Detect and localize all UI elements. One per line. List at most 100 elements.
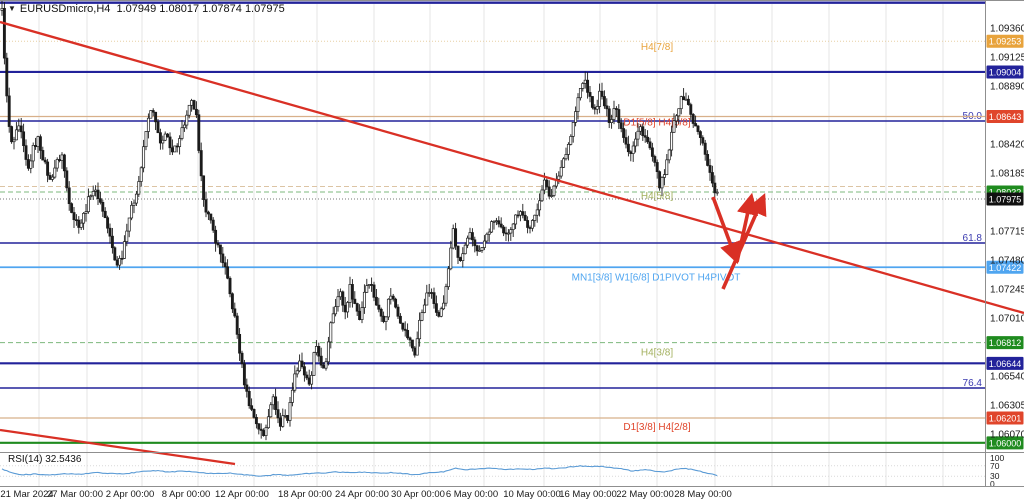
candle-body <box>338 291 342 298</box>
candle-body <box>70 203 74 213</box>
time-axis-label: 24 Apr 00:00 <box>335 489 389 500</box>
rsi-scale-label: 70 <box>990 461 1000 471</box>
candle-body <box>434 303 438 313</box>
candle-body <box>190 100 194 106</box>
candle-body <box>528 227 532 229</box>
candle-body <box>550 195 554 197</box>
candle-body <box>31 145 35 162</box>
fibonacci-lines[interactable]: 50.061.876.4 <box>0 111 985 389</box>
time-axis-label: 6 May 00:00 <box>446 489 498 500</box>
candle-body <box>185 114 189 126</box>
red-arrow-annotation[interactable] <box>711 192 767 290</box>
candle-body <box>461 253 465 262</box>
candle-body <box>89 195 93 198</box>
candle-body <box>154 111 158 123</box>
candle-body <box>142 146 146 169</box>
candle-body <box>449 247 453 270</box>
candle-body <box>288 402 292 421</box>
candle-body <box>209 213 213 221</box>
symbol-dropdown-icon[interactable]: ▼ <box>8 4 16 13</box>
candle-body <box>317 346 321 357</box>
candle-body <box>146 117 150 132</box>
candle-body <box>262 430 266 436</box>
time-axis-label: 12 Apr 00:00 <box>215 489 269 500</box>
candle-body <box>98 198 102 203</box>
candle-body <box>221 253 225 264</box>
candle-body <box>0 8 4 11</box>
candle-body <box>62 154 66 172</box>
candle-body <box>26 159 30 169</box>
candle-body <box>276 409 280 419</box>
candle-body <box>703 142 707 155</box>
candle-body <box>456 245 460 258</box>
candle-body <box>259 428 263 431</box>
candle-body <box>216 242 220 246</box>
candle-body <box>218 244 222 255</box>
candle-body <box>206 211 210 215</box>
candle-body <box>533 214 537 221</box>
candle-body <box>542 179 546 191</box>
candle-body <box>389 295 393 300</box>
rsi-indicator-label: RSI(14) 32.5436 <box>8 454 82 465</box>
candle-body <box>223 262 227 268</box>
candle-body <box>631 145 635 154</box>
candle-body <box>77 219 81 228</box>
candle-body <box>499 223 503 228</box>
candle-body <box>485 233 489 242</box>
candle-body <box>214 229 218 244</box>
candle-body <box>586 79 590 93</box>
candle-body <box>576 97 580 112</box>
chart-header: ▼ EURUSDmicro,H4 1.07949 1.08017 1.07874 … <box>8 3 285 15</box>
candle-body <box>396 306 400 317</box>
candle-body <box>113 247 117 261</box>
time-axis-label: 16 May 00:00 <box>559 489 617 500</box>
candle-body <box>408 337 412 341</box>
axis-tick-label: 1.08420 <box>990 140 1024 151</box>
candle-body <box>322 364 326 369</box>
candle-body <box>353 298 357 304</box>
candle-body <box>170 147 174 153</box>
candle-body <box>269 404 273 418</box>
candle-body <box>82 213 86 224</box>
candle-body <box>278 417 282 427</box>
candle-body <box>139 167 143 182</box>
candle-body <box>684 98 688 101</box>
axis-price-box-value: 1.06201 <box>989 414 1022 424</box>
candle-body <box>101 201 105 212</box>
candle-body <box>334 306 338 315</box>
candle-body <box>2 8 6 59</box>
murrey-level-lines[interactable]: H4[7/8] D1[5/8] H4[6/8] H4[5/8] MN1[3/8] W1… <box>0 1 985 444</box>
candle-body <box>427 292 431 294</box>
candle-body <box>38 136 42 151</box>
candle-body <box>298 360 302 372</box>
axis-price-box-value: 1.06000 <box>989 438 1022 448</box>
candle-body <box>137 181 141 195</box>
candle-body <box>326 341 330 363</box>
candle-body <box>545 179 549 188</box>
candle-body <box>118 258 122 266</box>
candle-body <box>480 247 484 251</box>
candle-body <box>50 176 54 180</box>
candle-body <box>240 352 244 365</box>
candle-body <box>341 291 345 306</box>
axis-price-box-value: 1.08643 <box>989 112 1022 122</box>
axis-price-box <box>986 110 1024 124</box>
candle-body <box>691 114 695 124</box>
candle-body <box>713 182 717 194</box>
candle-body <box>629 151 633 154</box>
fib-label: 76.4 <box>963 378 983 389</box>
candle-body <box>504 232 508 235</box>
candle-body <box>394 298 398 308</box>
red-trendlines[interactable] <box>0 20 1024 466</box>
candle-body <box>552 185 556 196</box>
candle-body <box>96 189 100 199</box>
candle-body <box>574 111 578 123</box>
candle-body <box>660 177 664 189</box>
candle-body <box>329 322 333 343</box>
candle-body <box>509 229 513 234</box>
axis-tick-label: 1.07480 <box>990 256 1024 267</box>
